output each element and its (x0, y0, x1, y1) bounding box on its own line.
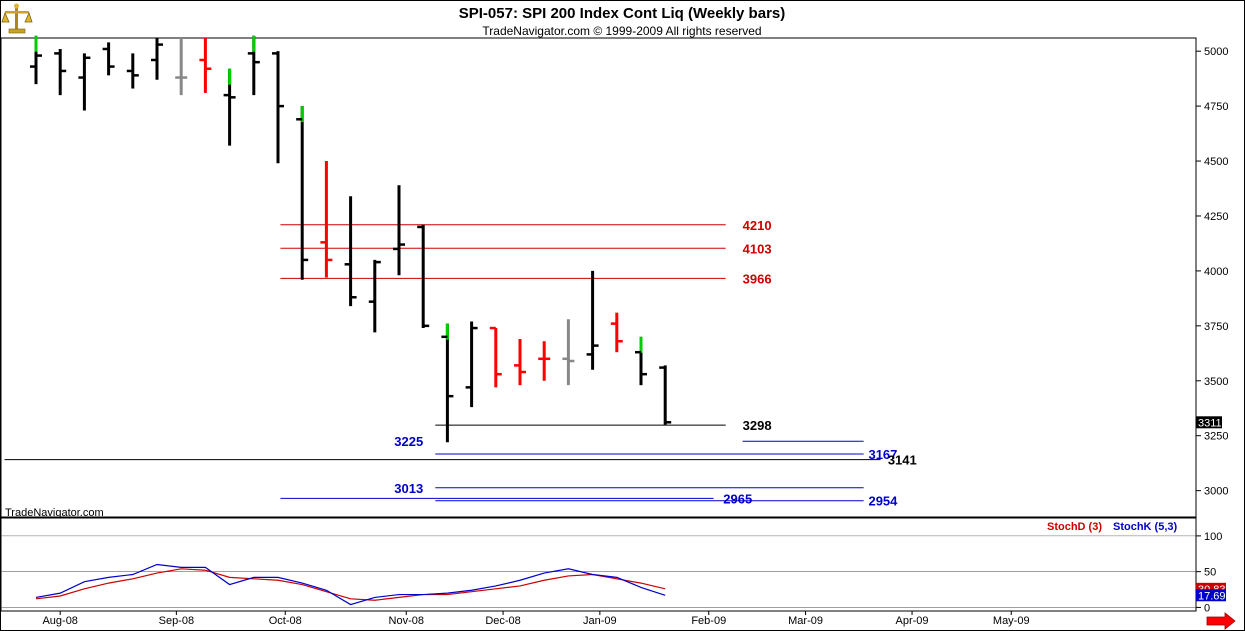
stoch-y-tick-label: 100 (1204, 531, 1222, 543)
stoch-legend: StochD (3) StochK (5,3) (1047, 521, 1178, 533)
stoch-series-line (35, 568, 666, 601)
ohlc-bar (272, 51, 284, 164)
stoch-panel (0, 517, 1197, 612)
price-y-tick-label: 5000 (1204, 46, 1228, 58)
stoch-legend-item: StochD (3) (1047, 521, 1102, 533)
ohlc-bar (489, 326, 502, 388)
ohlc-bar (393, 185, 405, 276)
ohlc-bar (610, 312, 623, 353)
x-tick-label: Jan-09 (583, 615, 617, 627)
level-label: 3298 (743, 418, 772, 433)
stoch-value-box (1196, 589, 1226, 602)
ohlc-bar (368, 259, 381, 333)
x-tick-label: Dec-08 (485, 615, 520, 627)
stoch-series-line (35, 563, 666, 606)
price-y-tick-label: 4750 (1204, 101, 1228, 113)
ohlc-bar (417, 224, 430, 329)
watermark: TradeNavigator.com (5, 507, 104, 519)
ohlc-bar (151, 38, 163, 80)
ohlc-bar (247, 35, 260, 96)
price-y-tick-label: 3750 (1204, 321, 1228, 333)
level-label: 3141 (888, 453, 917, 468)
ohlc-bar (441, 323, 454, 443)
ohlc-bar (30, 35, 42, 85)
ohlc-bar (514, 339, 526, 386)
ohlc-bar (175, 38, 188, 96)
ohlc-bar (296, 106, 309, 280)
ohlc-bar (54, 48, 67, 96)
price-y-tick-label: 3000 (1204, 486, 1228, 498)
x-tick-label: Oct-08 (269, 615, 302, 627)
chart-subtitle: TradeNavigator.com © 1999-2009 All right… (482, 24, 761, 38)
ohlc-bar (102, 42, 115, 76)
ohlc-bar (199, 38, 212, 93)
ohlc-bar (659, 365, 672, 425)
level-label: 3225 (394, 434, 423, 449)
x-tick-label: Nov-08 (389, 615, 424, 627)
ohlc-bar (538, 341, 551, 381)
level-label: 3966 (743, 271, 772, 286)
stoch-y-axis: 0 50 100 (1, 531, 1222, 614)
last-price-marker: 3311 (1196, 416, 1222, 429)
ohlc-bar (344, 196, 357, 307)
ohlc-bar (635, 336, 647, 386)
x-tick-label: Sep-08 (159, 615, 194, 627)
ohlc-bar (465, 321, 478, 408)
stoch-y-tick-label: 50 (1204, 567, 1216, 579)
ohlc-bar (562, 319, 575, 386)
ohlc-bar (78, 53, 91, 111)
ohlc-bar (320, 161, 333, 278)
price-y-tick-label: 3250 (1204, 431, 1228, 443)
price-y-tick-label: 4000 (1204, 266, 1228, 278)
stoch-legend-item: StochK (5,3) (1113, 521, 1178, 533)
x-tick-label: Mar-09 (788, 615, 823, 627)
stoch-lines: 30.8317.69 (35, 563, 1226, 606)
price-panel (0, 37, 1197, 518)
level-label: 3167 (868, 447, 897, 462)
level-label: 2965 (723, 491, 752, 506)
x-tick-label: Feb-09 (691, 615, 726, 627)
ohlc-bar (223, 68, 236, 146)
price-y-tick-label: 4500 (1204, 156, 1228, 168)
stoch-value-label: 17.69 (1198, 590, 1226, 602)
x-axis: Aug-08 Sep-08 Oct-08 Nov-08 Dec-08 Jan-09 Feb-… (42, 611, 1030, 627)
last-price-box (1196, 416, 1222, 429)
x-tick-label: Apr-09 (896, 615, 929, 627)
last-price-label: 3311 (1198, 417, 1222, 429)
level-label: 2954 (868, 494, 898, 509)
price-y-tick-label: 4250 (1204, 211, 1228, 223)
chart-title: SPI-057: SPI 200 Index Cont Liq (Weekly … (459, 5, 786, 22)
x-tick-label: May-09 (993, 615, 1030, 627)
level-label: 4103 (743, 241, 772, 256)
scales-icon (1, 3, 33, 34)
price-y-tick-label: 3500 (1204, 376, 1228, 388)
ohlc-bar (126, 53, 139, 89)
level-label: 3013 (394, 481, 423, 496)
ohlc-bar (586, 270, 599, 370)
level-label: 4210 (743, 218, 772, 233)
stoch-y-tick-label: 0 (1204, 602, 1210, 614)
price-bars (30, 35, 672, 443)
right-arrow-icon[interactable] (1206, 612, 1236, 630)
price-y-axis: 3000 3250 3500 3750 4000 4250 4500 4750 5000 (1196, 46, 1228, 498)
x-tick-label: Aug-08 (42, 615, 77, 627)
